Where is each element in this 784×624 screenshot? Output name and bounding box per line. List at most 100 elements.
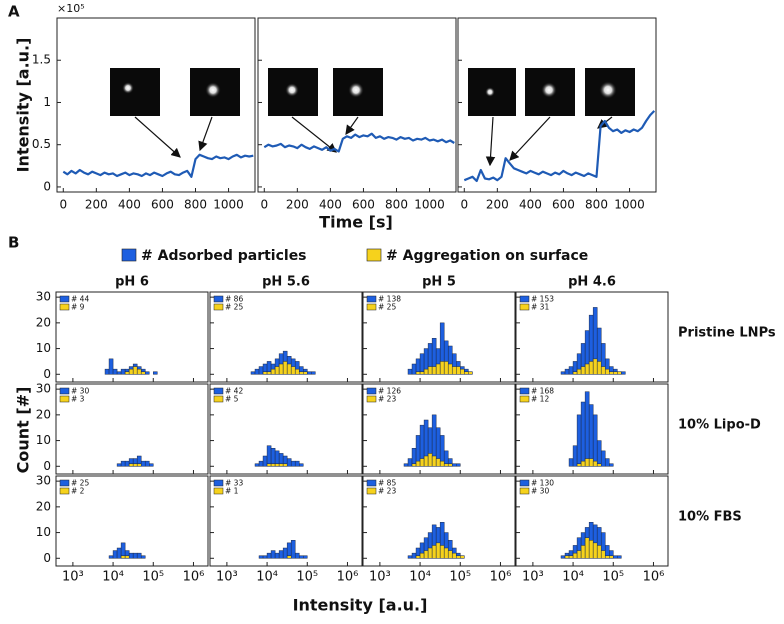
- microscopy-insets: [110, 68, 635, 167]
- histogram-bar: [303, 371, 308, 375]
- histogram: # 130# 30 10³ 10⁴ 10⁵ 10⁶: [515, 475, 669, 585]
- histogram-bar: [290, 540, 296, 559]
- histogram: # 153# 31: [515, 291, 669, 383]
- histogram-bar: [266, 463, 272, 467]
- histogram-bar: [423, 368, 429, 375]
- histogram-bar: [560, 371, 566, 375]
- y-tick-label: 1: [43, 95, 51, 109]
- histogram-bar: [600, 550, 606, 559]
- histogram-bar: [262, 455, 268, 467]
- histogram-bar: [140, 460, 146, 467]
- x-tick-label: 600: [552, 198, 575, 212]
- x-tick-label: 10⁶: [337, 570, 359, 585]
- plot-frame: [515, 383, 669, 475]
- plot-frame: [55, 383, 209, 475]
- histogram-bar: [120, 368, 126, 375]
- histogram-bar: [439, 460, 445, 467]
- count-label: # 30: [71, 387, 89, 396]
- histogram-bar: [592, 414, 598, 467]
- histogram-bar: [116, 463, 122, 467]
- histogram-bar: [258, 366, 264, 375]
- histogram-bar: [568, 555, 574, 559]
- histogram-bar: [258, 460, 264, 467]
- histogram-bar: [120, 555, 126, 559]
- histogram-bar: [443, 463, 449, 467]
- histogram-bar: [617, 371, 622, 375]
- histogram: # 42# 5: [209, 383, 363, 475]
- histogram-bar: [270, 368, 276, 375]
- histogram-bar: [120, 460, 126, 467]
- histogram-bar: [128, 368, 134, 375]
- count-label: # 168: [531, 387, 554, 396]
- count-swatch: [59, 395, 70, 403]
- histogram-bar: [572, 445, 578, 467]
- x-tick-label: 10⁴: [256, 570, 278, 585]
- histogram-bar: [568, 366, 574, 375]
- intensity-trace: [463, 110, 656, 183]
- column-title: pH 6: [115, 275, 149, 290]
- x-tick-label: 400: [118, 198, 141, 212]
- histogram-bar: [435, 458, 441, 467]
- histogram: # 33# 1 10³ 10⁴ 10⁵ 10⁶: [209, 475, 363, 585]
- histogram-bar: [451, 366, 457, 375]
- x-tick-label: 10³: [369, 570, 391, 585]
- histogram-bar: [580, 366, 586, 375]
- histogram-bar: [447, 550, 453, 559]
- y-tick-label: 10: [36, 525, 51, 539]
- histogram-bar: [451, 463, 457, 467]
- histogram-bar: [609, 555, 614, 559]
- line-chart: 0 200 400 600 800 1000: [457, 17, 657, 212]
- y-tick-label: 0.5: [32, 137, 51, 151]
- histogram-bar: [564, 555, 570, 559]
- histogram-bar: [604, 458, 610, 467]
- histogram-bar: [415, 460, 421, 467]
- count-label: # 25: [378, 303, 396, 312]
- histogram-bar: [140, 371, 146, 375]
- histogram-bar: [576, 414, 582, 467]
- row-title: 10% Lipo-D: [678, 418, 761, 433]
- histogram-bar: [136, 552, 142, 559]
- legend-swatch: [366, 248, 382, 262]
- y-tick-label: 1.5: [32, 53, 51, 67]
- histogram: # 168# 12: [515, 383, 669, 475]
- y-tick-label: 0: [43, 367, 51, 381]
- histogram-bar: [576, 368, 582, 375]
- count-label: # 2: [71, 487, 85, 496]
- histogram-bar: [456, 366, 461, 375]
- count-label: # 25: [71, 479, 89, 488]
- count-swatch: [59, 387, 70, 395]
- histogram-bar: [419, 371, 425, 375]
- x-tick-label: 800: [385, 198, 408, 212]
- row-title: 10% FBS: [678, 510, 742, 525]
- count-label: # 5: [225, 395, 239, 404]
- histogram-bar: [274, 463, 280, 467]
- histogram-bar: [580, 460, 586, 467]
- histogram-bar: [584, 458, 590, 467]
- count-swatch: [366, 295, 377, 303]
- legend-label: # Adsorbed particles: [141, 248, 307, 264]
- histogram-bar: [592, 542, 598, 559]
- y-tick-label: 30: [36, 474, 51, 488]
- x-tick-label: 10⁶: [490, 570, 512, 585]
- plot-frame: [362, 383, 516, 475]
- histogram-bar: [576, 463, 582, 467]
- histogram-bar: [112, 368, 118, 375]
- x-tick-label: 600: [151, 198, 174, 212]
- histogram-bar: [621, 371, 626, 375]
- count-swatch: [519, 303, 530, 311]
- intensity-trace: [62, 153, 254, 178]
- legend-swatch: [121, 248, 137, 262]
- x-tick-label: 10⁶: [643, 570, 665, 585]
- y-tick-label: 30: [36, 382, 51, 396]
- histogram-bar: [613, 371, 618, 375]
- histogram-bar: [427, 366, 433, 375]
- histogram-bar: [584, 391, 590, 467]
- x-tick-label: 10⁵: [296, 570, 318, 585]
- histogram: # 44# 9 0 10 20 30: [36, 290, 209, 383]
- histogram-bar: [407, 368, 413, 375]
- histogram-bar: [112, 550, 118, 559]
- x-tick-label: 10⁵: [602, 570, 624, 585]
- histogram-bar: [423, 455, 429, 467]
- histogram-bar: [104, 368, 110, 375]
